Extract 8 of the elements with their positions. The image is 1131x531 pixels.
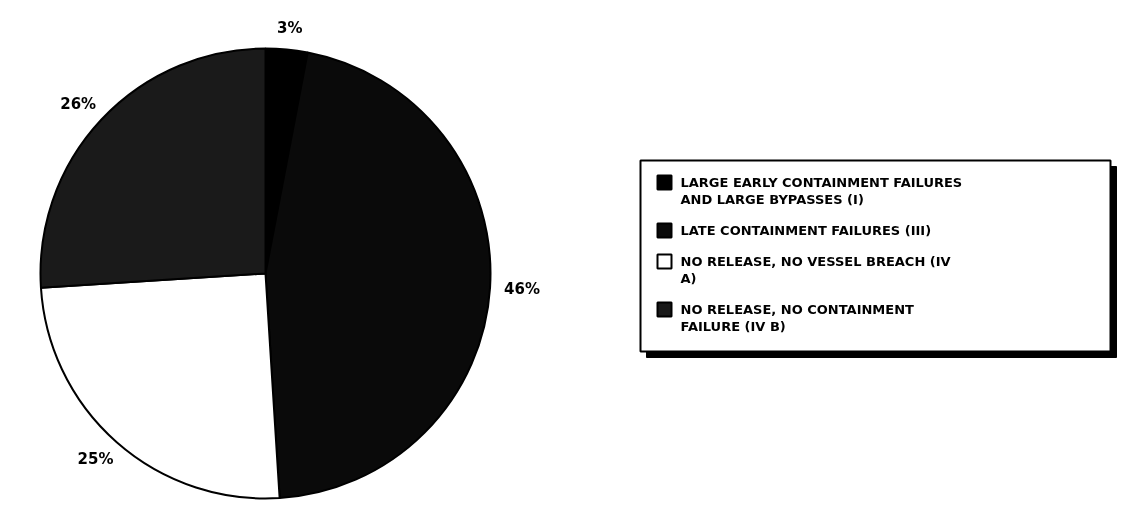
legend-label: LARGE EARLY CONTAINMENT FAILURES AND LARGE BYPASSES (I)	[680, 175, 963, 207]
legend-label: NO RELEASE, NO VESSEL BREACH (IV A)	[680, 254, 951, 286]
data-label: 46%	[504, 280, 540, 299]
legend-label: NO RELEASE, NO CONTAINMENT FAILURE (IV B)	[680, 302, 915, 334]
data-label: 25%	[77, 449, 114, 468]
data-label: 26%	[60, 95, 97, 114]
legend-label: LATE CONTAINMENT FAILURES (III)	[680, 223, 932, 238]
data-label: 3%	[276, 18, 303, 37]
